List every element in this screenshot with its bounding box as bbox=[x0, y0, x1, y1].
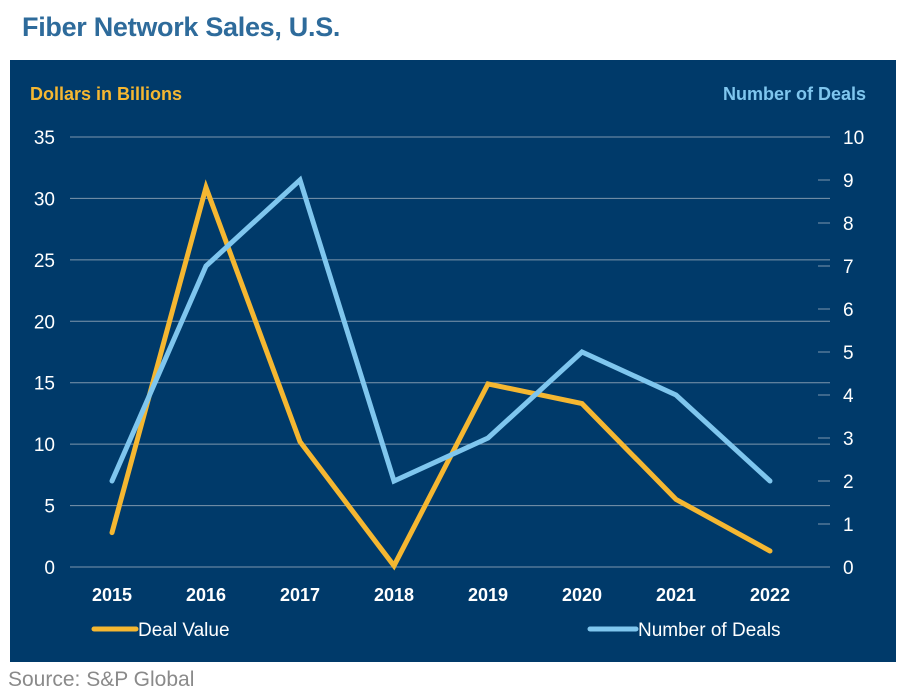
series-line-deal-value bbox=[109, 179, 773, 571]
axis-ticks: 0 5 10 15 20 25 30 35 0 1 2 3 4 5 6 7 8 9 10 2015 2016 2017 20… bbox=[34, 128, 864, 605]
left-tick-label: 20 bbox=[34, 312, 55, 333]
right-tick-label: 0 bbox=[843, 558, 854, 579]
x-tick-label: 2015 bbox=[92, 585, 132, 605]
right-tick-label: 4 bbox=[843, 386, 854, 407]
right-tick-label: 2 bbox=[843, 472, 854, 493]
legend-label: Deal Value bbox=[138, 620, 230, 641]
right-tick-label: 8 bbox=[843, 214, 854, 235]
left-tick-label: 35 bbox=[34, 128, 55, 149]
left-tick-label: 15 bbox=[34, 374, 55, 395]
right-tick-label: 1 bbox=[843, 515, 854, 536]
left-tick-label: 5 bbox=[44, 497, 55, 518]
right-tick-label: 6 bbox=[843, 300, 854, 321]
source-note: Source: S&P Global bbox=[8, 668, 195, 691]
chart-title: Fiber Network Sales, U.S. bbox=[22, 12, 341, 42]
left-tick-label: 25 bbox=[34, 251, 55, 272]
right-tick-label: 3 bbox=[843, 429, 854, 450]
x-tick-label: 2017 bbox=[280, 585, 320, 605]
x-tick-label: 2016 bbox=[186, 585, 226, 605]
x-tick-label: 2022 bbox=[750, 585, 790, 605]
right-tick-label: 5 bbox=[843, 343, 854, 364]
right-tick-label: 9 bbox=[843, 171, 854, 192]
x-tick-label: 2018 bbox=[374, 585, 414, 605]
right-tick-label: 10 bbox=[843, 128, 864, 149]
x-tick-label: 2021 bbox=[656, 585, 696, 605]
chart-panel: 0 5 10 15 20 25 30 35 0 1 2 3 4 5 6 7 8 9 10 2015 2016 2017 20… bbox=[10, 60, 896, 662]
x-tick-label: 2019 bbox=[468, 585, 508, 605]
left-tick-label: 30 bbox=[34, 189, 55, 210]
series-line-number-of-deals bbox=[109, 175, 773, 485]
left-tick-label: 0 bbox=[44, 558, 55, 579]
left-axis-label: Dollars in Billions bbox=[30, 84, 182, 104]
left-tick-label: 10 bbox=[34, 435, 55, 456]
right-tick-label: 7 bbox=[843, 257, 854, 278]
right-axis-label: Number of Deals bbox=[723, 84, 866, 104]
gridlines bbox=[70, 136, 830, 568]
legend-label: Number of Deals bbox=[638, 620, 781, 641]
x-tick-label: 2020 bbox=[562, 585, 602, 605]
line-chart: 0 5 10 15 20 25 30 35 0 1 2 3 4 5 6 7 8 9 10 2015 2016 2017 20… bbox=[30, 84, 866, 641]
series-lines bbox=[109, 175, 773, 571]
legend: Deal Value Number of Deals bbox=[91, 620, 781, 641]
